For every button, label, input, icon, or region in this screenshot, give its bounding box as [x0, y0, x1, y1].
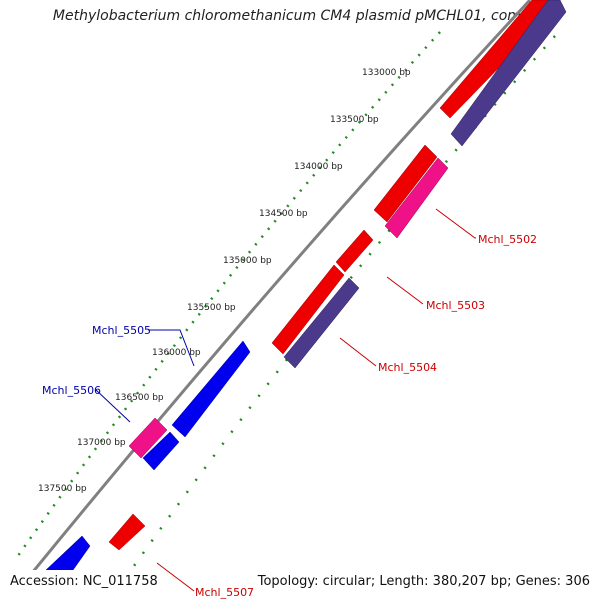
gene-label-mchl-5506[interactable]: Mchl_5506 [42, 384, 101, 397]
plasmid-backbone [32, 0, 532, 570]
tick-label: 133000 bp [362, 68, 411, 78]
accession-text: Accession: NC_011758 [10, 574, 158, 589]
tick-label: 135000 bp [223, 256, 272, 266]
leader-mchl-5502 [435, 208, 476, 239]
tick-label: 137500 bp [38, 484, 87, 494]
feature-mchl-5508[interactable] [45, 535, 91, 580]
topology-summary: Topology: circular; Length: 380,207 bp; … [257, 574, 590, 589]
tick-label: 133500 bp [330, 115, 379, 125]
tick-label: 137000 bp [77, 438, 126, 448]
leader-mchl-5503 [386, 276, 424, 305]
feature-frame-top[interactable] [450, 0, 567, 147]
leader-mchl-5506 [95, 389, 131, 423]
gene-label-leaders [95, 208, 476, 592]
gene-label-mchl-5502[interactable]: Mchl_5502 [478, 233, 537, 246]
feature-mchl-5505[interactable] [171, 340, 251, 438]
tick-labels: 133000 bp 133500 bp 134000 bp 134500 bp … [38, 68, 411, 494]
feature-mchl-5507[interactable] [108, 513, 146, 551]
gene-labels: Mchl_5502 Mchl_5503 Mchl_5504 Mchl_5505 … [42, 233, 537, 599]
feature-mchl-5504[interactable] [271, 264, 345, 355]
feature-frame-5504[interactable] [283, 277, 360, 369]
feature-mchl-5502-pink[interactable] [384, 157, 449, 239]
map-title: Methylobacterium chloromethanicum CM4 pl… [52, 8, 548, 24]
feature-mchl-5506-blue[interactable] [142, 431, 180, 471]
tick-label: 134000 bp [294, 162, 343, 172]
leader-mchl-5505 [148, 329, 195, 367]
feature-mchl-5502[interactable] [373, 144, 438, 223]
gene-label-mchl-5507[interactable]: Mchl_5507 [195, 586, 254, 599]
tick-label: 135500 bp [187, 303, 236, 313]
gene-label-mchl-5503[interactable]: Mchl_5503 [426, 299, 485, 312]
gene-label-mchl-5504[interactable]: Mchl_5504 [378, 361, 437, 374]
feature-mchl-5506[interactable] [128, 417, 168, 459]
inner-tick-track [129, 35, 556, 570]
feature-mchl-5503[interactable] [335, 229, 374, 273]
leader-mchl-5504 [339, 337, 377, 367]
tick-label: 136500 bp [115, 393, 164, 403]
tick-label: 134500 bp [259, 209, 308, 219]
tick-label: 136000 bp [152, 348, 201, 358]
leader-mchl-5507 [156, 562, 195, 592]
gene-label-mchl-5505[interactable]: Mchl_5505 [92, 324, 151, 337]
outer-tick-track [13, 31, 441, 561]
